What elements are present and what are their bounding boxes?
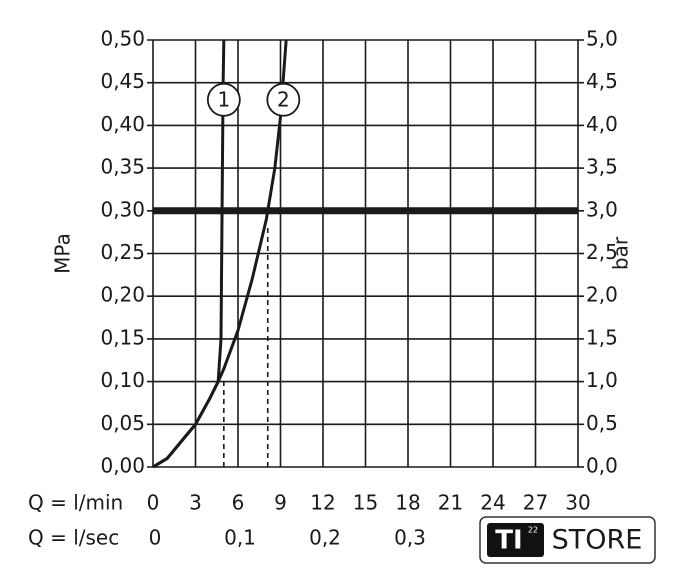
- x-tick-label: 24: [480, 491, 505, 515]
- x-tick-label: 27: [523, 491, 548, 515]
- annotation-label: 1: [217, 87, 230, 111]
- logo-brand: TI: [495, 526, 522, 556]
- y2-tick-label: 2,0: [586, 283, 618, 307]
- y-tick-label: 0,40: [100, 112, 145, 136]
- y2-tick-label: 1,0: [586, 368, 618, 392]
- x-tick-label: 0: [147, 491, 160, 515]
- x-tick-label: 9: [274, 491, 287, 515]
- y-tick-label: 0,10: [100, 368, 145, 392]
- y-axis-label: MPa: [51, 233, 75, 274]
- x-tick-label: 18: [395, 491, 420, 515]
- y-tick-label: 0,25: [100, 240, 145, 264]
- y-tick-label: 0,30: [100, 197, 145, 221]
- x2-tick-label: 0,1: [224, 526, 256, 550]
- y-tick-label: 0,35: [100, 155, 145, 179]
- annotation-label: 2: [277, 87, 290, 111]
- x-axis-label: Q = l/min: [28, 491, 123, 515]
- y2-tick-label: 0,0: [586, 454, 618, 478]
- plot: 0 3 6 9 12 15 18 21 24 27 300 0,1 0,2 0,30,000,050,10…: [28, 27, 633, 550]
- x2-tick-label: 0,2: [309, 526, 341, 550]
- y2-tick-label: 3,0: [586, 197, 618, 221]
- x-tick-label: 3: [189, 491, 202, 515]
- y2-tick-label: 2,5: [586, 240, 618, 264]
- y-tick-label: 0,50: [100, 27, 145, 51]
- x-tick-label: 30: [565, 491, 590, 515]
- annotation-circle: [266, 82, 301, 117]
- x-tick-label: 12: [310, 491, 335, 515]
- y2-tick-label: 5,0: [586, 27, 618, 51]
- logo: TI 22 STORE: [479, 516, 656, 564]
- y2-tick-label: 3,5: [586, 155, 618, 179]
- curve: [152, 39, 288, 469]
- y-tick-label: 0,15: [100, 325, 145, 349]
- x-tick-label: 21: [438, 491, 463, 515]
- x2-axis-label: Q = l/sec: [28, 526, 119, 550]
- annotation-circle: [206, 82, 241, 117]
- x-tick-label: 15: [353, 491, 378, 515]
- y-tick-label: 0,45: [100, 69, 145, 93]
- x-tick-label: 6: [232, 491, 245, 515]
- logo-badge: [487, 523, 544, 557]
- y2-tick-label: 1,5: [586, 325, 618, 349]
- logo-text: STORE: [552, 525, 643, 556]
- y-tick-label: 0,05: [100, 411, 145, 435]
- y2-tick-label: 4,5: [586, 69, 618, 93]
- y-tick-label: 0,00: [100, 454, 145, 478]
- x2-tick-label: 0,3: [394, 526, 426, 550]
- y2-axis-label: bar: [609, 236, 633, 270]
- y2-tick-label: 4,0: [586, 112, 618, 136]
- y-tick-label: 0,20: [100, 283, 145, 307]
- y2-tick-label: 0,5: [586, 411, 618, 435]
- x2-tick-label: 0: [149, 526, 162, 550]
- logo-superscript: 22: [528, 526, 538, 535]
